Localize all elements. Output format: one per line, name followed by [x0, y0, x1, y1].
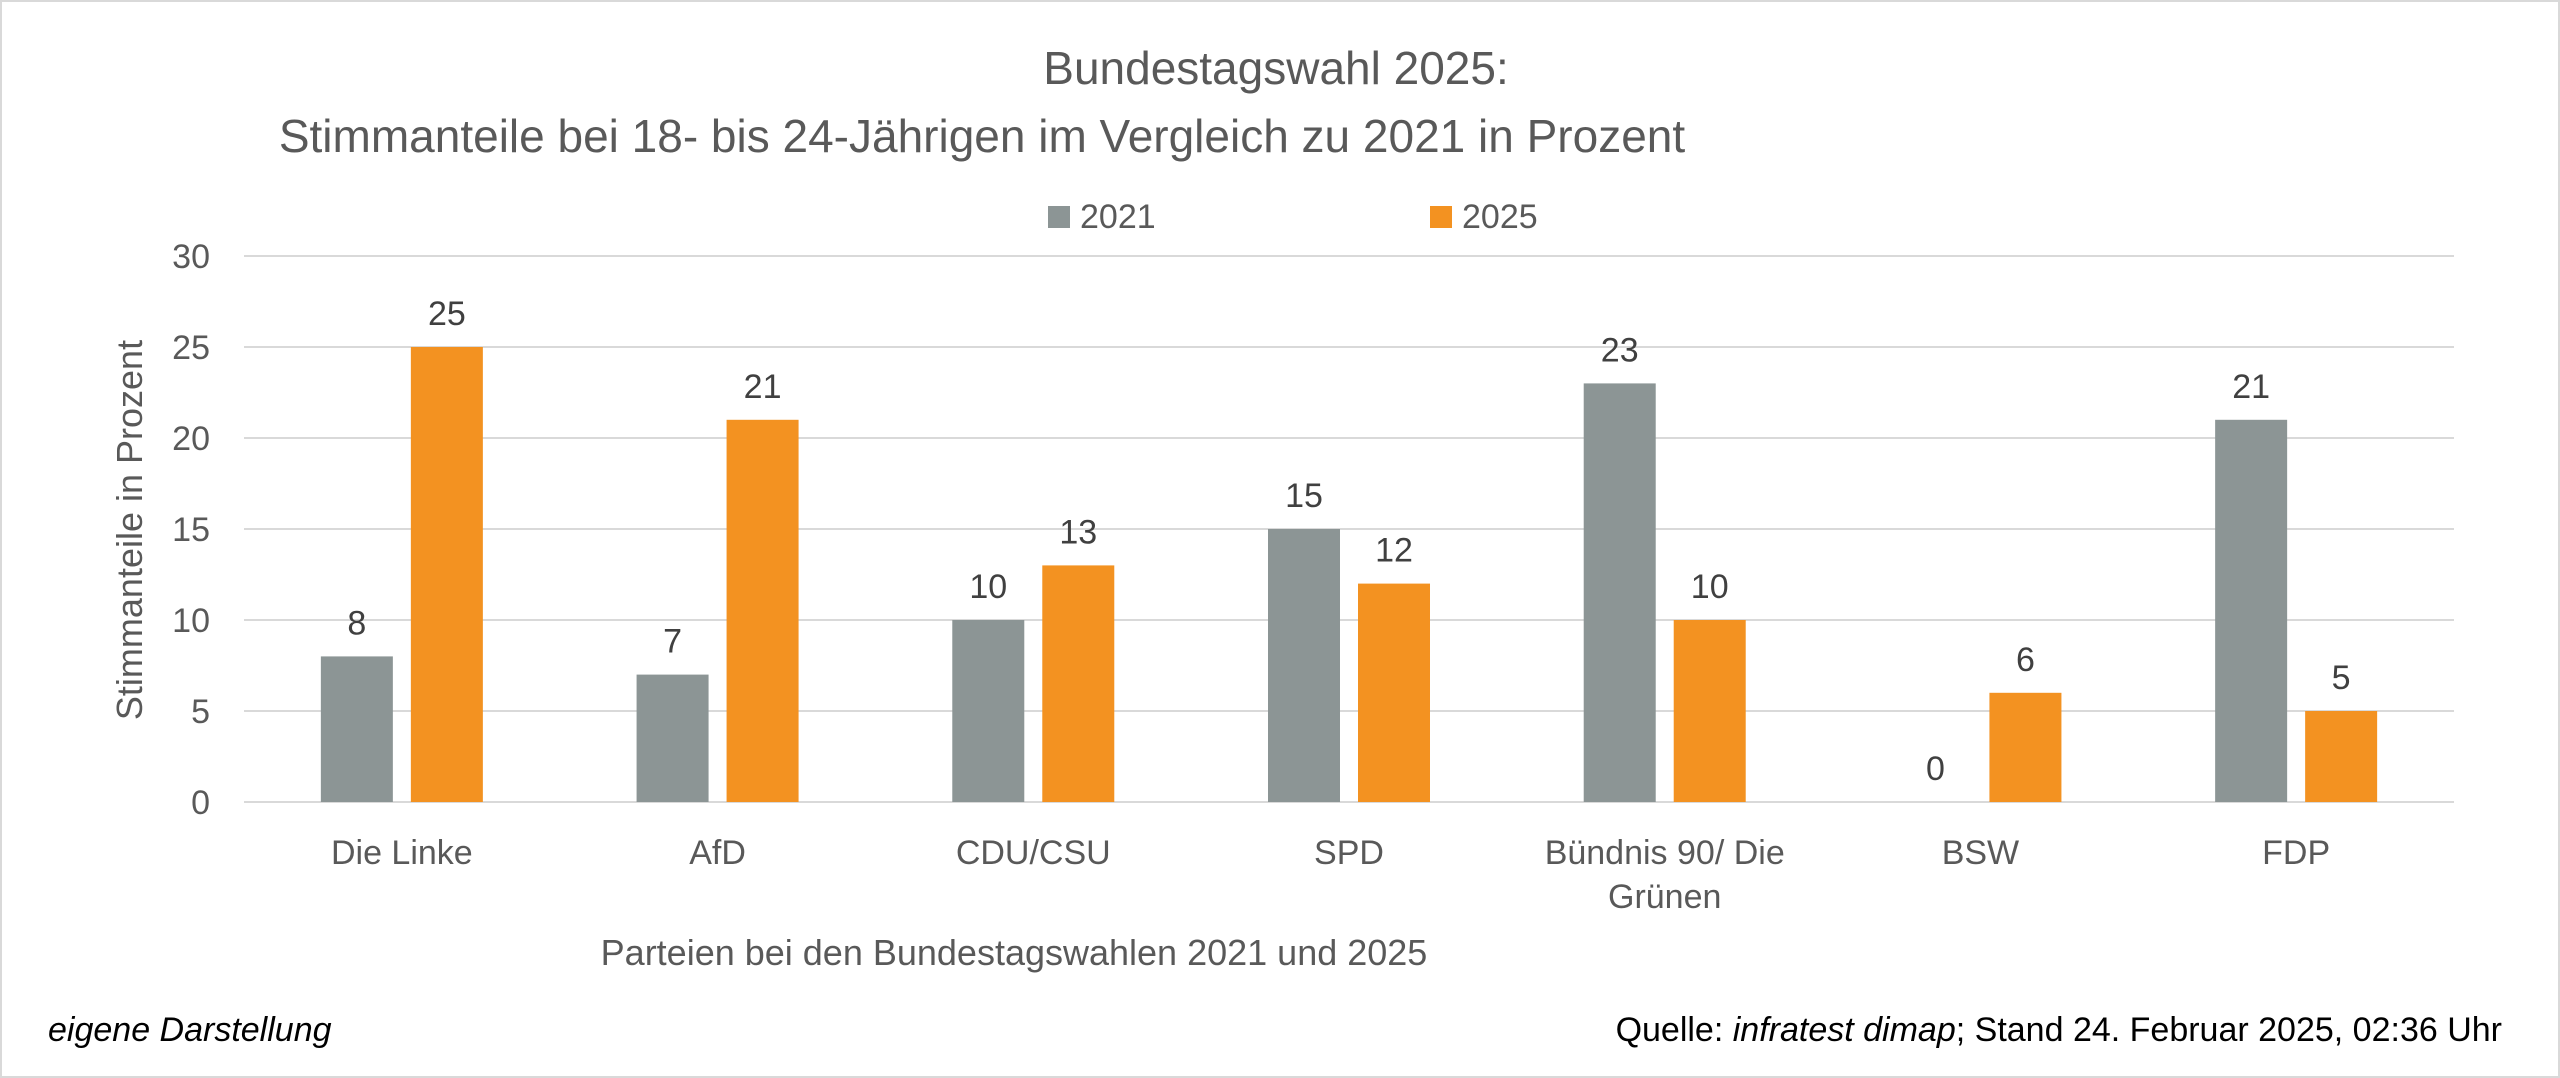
bar-2025-afd: [726, 419, 799, 802]
x-tick-label: CDU/CSU: [956, 834, 1111, 872]
x-tick-label: FDP: [2262, 834, 2330, 872]
data-label: 12: [1375, 532, 1413, 570]
x-tick-label: Grünen: [1608, 878, 1721, 916]
bar-2021-spd: [1268, 529, 1340, 802]
bar-2025-fdp: [2305, 711, 2378, 802]
y-tick-label: 10: [172, 602, 210, 640]
y-axis-label: Stimmanteile in Prozent: [109, 340, 150, 720]
source-suffix: ; Stand 24. Februar 2025, 02:36 Uhr: [1955, 1011, 2502, 1049]
chart-subtitle: Stimmanteile bei 18- bis 24-Jährigen im …: [279, 110, 1686, 162]
source-prefix: Quelle:: [1615, 1011, 1733, 1049]
data-label: 10: [1691, 568, 1729, 606]
y-tick-label: 0: [191, 784, 210, 822]
gridlines: [244, 255, 2454, 803]
x-tick-label: SPD: [1314, 834, 1384, 872]
data-label: 7: [663, 623, 682, 661]
bar-2025-spd: [1358, 583, 1430, 802]
legend-label-2025: 2025: [1462, 198, 1538, 236]
data-label: 15: [1285, 477, 1323, 515]
bar-2025-bsw: [1989, 692, 2062, 802]
chart-title: Bundestagswahl 2025:: [1043, 42, 1508, 94]
bar-2021-die-linke: [320, 656, 393, 802]
y-tick-label: 5: [191, 693, 210, 731]
bar-2021-afd: [636, 674, 709, 802]
bar-2021-fdp: [2215, 419, 2288, 802]
data-labels: 8 7 10 15 23 0 21 25 21 13 12 10 6 5: [347, 295, 2350, 788]
y-tick-label: 25: [172, 329, 210, 367]
bar-2021-b-ndnis-90-die-gr-nen: [1583, 383, 1656, 802]
data-label: 8: [347, 604, 366, 642]
x-tick-label: AfD: [689, 834, 746, 872]
legend: 2021 2025: [1048, 198, 1538, 236]
bar-chart: Bundestagswahl 2025: Stimmanteile bei 18…: [109, 42, 2454, 973]
bar-2025-b-ndnis-90-die-gr-nen: [1673, 620, 1746, 802]
bar-2025-die-linke: [410, 347, 483, 802]
data-label: 6: [2016, 641, 2035, 679]
x-axis-label: Parteien bei den Bundestagswahlen 2021 u…: [601, 932, 1428, 973]
data-label: 23: [1601, 331, 1639, 369]
y-tick-label: 30: [172, 238, 210, 276]
bar-2025-cdu-csu: [1042, 565, 1115, 802]
x-tick-label: Die Linke: [331, 834, 473, 872]
footer-source: Quelle: infratest dimap; Stand 24. Febru…: [1616, 1011, 2502, 1050]
x-tick-labels: Die Linke AfD CDU/CSU SPD Bündnis 90/ Die Grü…: [331, 834, 2330, 916]
y-tick-label: 15: [172, 511, 210, 549]
bars: [320, 347, 2378, 802]
legend-swatch-2021: [1048, 206, 1070, 228]
x-tick-label: BSW: [1942, 834, 2019, 872]
source-name: infratest dimap: [1732, 1011, 1956, 1049]
bar-2021-cdu-csu: [952, 620, 1025, 802]
x-tick-label: Bündnis 90/ Die: [1545, 834, 1785, 872]
y-tick-label: 20: [172, 420, 210, 458]
y-tick-labels: 0 5 10 15 20 25 30: [172, 238, 210, 822]
data-label: 13: [1059, 513, 1097, 551]
data-label: 5: [2332, 659, 2351, 697]
footer-credit: eigene Darstellung: [48, 1011, 332, 1049]
legend-swatch-2025: [1430, 206, 1452, 228]
data-label: 10: [969, 568, 1007, 606]
legend-label-2021: 2021: [1080, 198, 1156, 236]
data-label: 25: [428, 295, 466, 333]
data-label: 21: [2232, 368, 2270, 406]
data-label: 21: [744, 368, 782, 406]
data-label: 0: [1926, 750, 1945, 788]
